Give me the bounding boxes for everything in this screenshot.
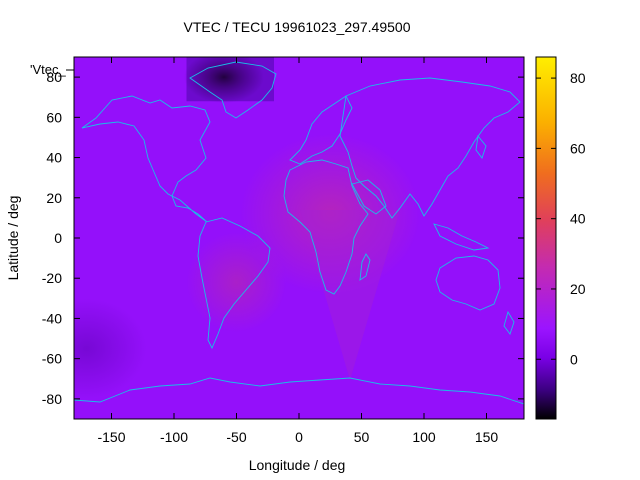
colorbar-tick-label: 20: [570, 281, 586, 297]
y-tick-label: 80: [46, 69, 62, 85]
coast-south-america: [197, 217, 271, 350]
colorbar-tick-label: 80: [570, 70, 586, 86]
coast-japan: [475, 134, 487, 159]
x-tick-label: 50: [354, 429, 370, 445]
coast-new-zealand: [503, 310, 515, 335]
y-tick-label: 40: [46, 150, 62, 166]
coast-arabia: [351, 179, 387, 215]
series-key-label: 'Vtec_: [30, 62, 66, 77]
y-tick-label: 20: [46, 190, 62, 206]
colorbar-ticks: 0 20 40 60 80: [536, 70, 586, 367]
y-tick-label: -20: [42, 270, 62, 286]
y-tick-label: -60: [42, 351, 62, 367]
colorbar-tick-label: 60: [570, 140, 586, 156]
y-tick-label: -40: [42, 310, 62, 326]
colorbar: [535, 56, 557, 420]
colorbar-tick-label: 40: [570, 211, 586, 227]
coast-indonesia: [433, 223, 490, 251]
x-tick-label: 150: [475, 429, 499, 445]
coastlines: [74, 61, 524, 419]
africa-enhancement-region: [240, 133, 421, 294]
x-axis-label: Longitude / deg: [249, 457, 346, 473]
x-axis: -150 -100 -50 0 50 100 150: [97, 57, 498, 445]
x-tick-label: -50: [226, 429, 246, 445]
y-tick-label: -80: [42, 391, 62, 407]
coast-europe: [289, 95, 353, 165]
coast-asia: [339, 77, 521, 219]
x-tick-label: -150: [97, 429, 125, 445]
coast-madagascar: [359, 253, 371, 281]
chart-title: VTEC / TECU 19961023_297.49500: [183, 19, 410, 35]
coast-antarctica: [74, 377, 524, 419]
coast-africa: [283, 159, 369, 295]
greenland-depletion-region: [184, 57, 264, 104]
y-axis-label: Latitude / deg: [5, 196, 21, 281]
y-axis: -80 -60 -40 -20 0 20 40 60 80: [42, 69, 524, 407]
y-tick-label: 0: [54, 230, 62, 246]
x-tick-label: 0: [295, 429, 303, 445]
y-tick-label: 60: [46, 109, 62, 125]
colorbar-tick-label: 0: [570, 351, 578, 367]
heatmap-plot-area: [74, 57, 524, 419]
x-tick-label: 100: [412, 429, 436, 445]
africa-enhancement-tongue: [300, 210, 400, 380]
coast-north-america: [81, 95, 211, 223]
x-tick-label: -100: [160, 429, 188, 445]
pacific-low-region: [74, 298, 147, 399]
coast-australia: [435, 255, 501, 311]
south-america-enhancement-region: [186, 232, 287, 333]
